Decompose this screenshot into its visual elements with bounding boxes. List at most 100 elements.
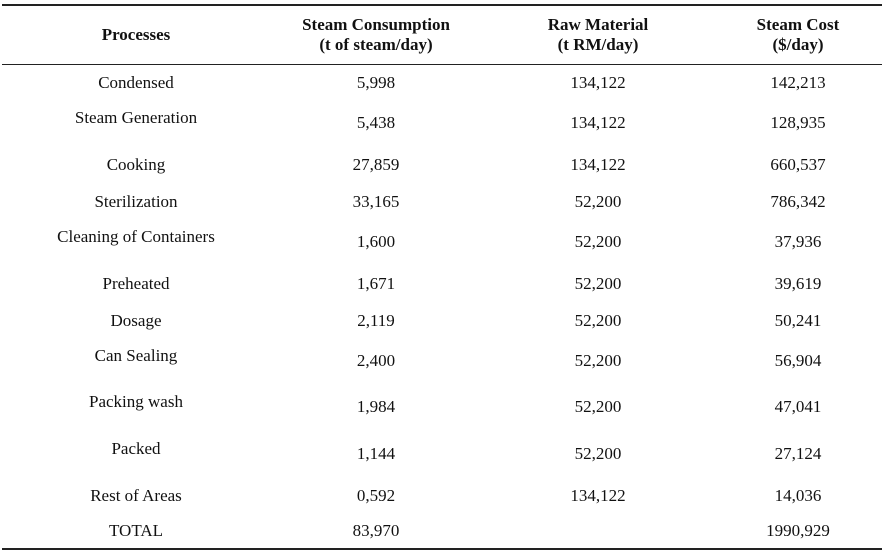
process-name: Can Sealing	[94, 346, 178, 365]
cell-cost: 128,935	[714, 101, 882, 146]
cell-steam: 2,400	[270, 339, 482, 384]
raw-value: 134,122	[570, 72, 626, 92]
cell-steam: 1,600	[270, 220, 482, 265]
cell-process: Steam Generation	[2, 101, 270, 146]
table-row: Packed 1,144 52,200 27,124	[2, 431, 882, 477]
raw-value: 52,200	[574, 310, 622, 330]
process-name: Steam Generation	[74, 108, 198, 127]
cell-process: Rest of Areas	[2, 477, 270, 515]
steam-value: 1,984	[356, 397, 396, 416]
cost-value: 50,241	[774, 310, 822, 330]
raw-value: 52,200	[574, 232, 622, 251]
cell-process: Preheated	[2, 265, 270, 303]
raw-value: 134,122	[570, 485, 626, 505]
header-processes: Processes	[2, 4, 270, 65]
cell-raw: 134,122	[482, 477, 714, 515]
header-steam-consumption-unit: (t of steam/day)	[319, 35, 433, 54]
cell-steam: 33,165	[270, 184, 482, 220]
cell-raw: 52,200	[482, 184, 714, 220]
steam-cost-table: Processes Steam Consumption (t of steam/…	[2, 4, 882, 550]
cost-value: 660,537	[770, 154, 826, 174]
steam-value: 1,600	[356, 232, 396, 251]
cost-value: 56,904	[774, 351, 822, 370]
cell-process: Cooking	[2, 146, 270, 184]
cell-cost: 660,537	[714, 146, 882, 184]
table-row: Rest of Areas 0,592 134,122 14,036	[2, 477, 882, 515]
cell-cost: 142,213	[714, 65, 882, 101]
cell-raw	[482, 514, 714, 550]
table-row: Sterilization 33,165 52,200 786,342	[2, 184, 882, 220]
cell-process: Dosage	[2, 303, 270, 339]
cell-raw: 52,200	[482, 303, 714, 339]
process-name: Cooking	[106, 154, 166, 174]
cell-steam: 2,119	[270, 303, 482, 339]
raw-value: 134,122	[570, 113, 626, 132]
steam-value: 27,859	[352, 154, 400, 174]
cell-cost: 39,619	[714, 265, 882, 303]
cell-cost: 37,936	[714, 220, 882, 265]
raw-value: 52,200	[574, 443, 622, 463]
header-raw-material: Raw Material (t RM/day)	[482, 4, 714, 65]
process-name: Condensed	[98, 72, 174, 92]
steam-value: 2,119	[357, 310, 395, 330]
table-row-total: TOTAL 83,970 1990,929	[2, 514, 882, 550]
header-processes-label: Processes	[101, 25, 171, 44]
cell-raw: 52,200	[482, 265, 714, 303]
cost-value: 142,213	[770, 72, 826, 92]
cell-raw: 52,200	[482, 384, 714, 431]
total-cost-value: 1990,929	[766, 521, 830, 540]
cell-process: Cleaning of Containers	[2, 220, 270, 265]
steam-value: 5,998	[356, 72, 396, 92]
raw-value: 52,200	[574, 273, 622, 293]
cell-raw: 134,122	[482, 101, 714, 146]
cell-steam: 5,998	[270, 65, 482, 101]
cell-process: Can Sealing	[2, 339, 270, 384]
steam-value: 2,400	[356, 351, 396, 370]
header-raw-material-label: Raw Material	[547, 15, 649, 34]
steam-value: 5,438	[356, 113, 396, 132]
cost-value: 14,036	[774, 485, 822, 505]
process-name: Packing wash	[89, 392, 183, 411]
header-raw-material-unit: (t RM/day)	[557, 35, 639, 54]
cell-process: Packing wash	[2, 384, 270, 431]
header-steam-consumption-label: Steam Consumption	[302, 15, 450, 34]
raw-value: 52,200	[574, 191, 622, 211]
header-steam-cost-unit: ($/day)	[772, 35, 824, 54]
cell-process: Sterilization	[2, 184, 270, 220]
total-label: TOTAL	[108, 521, 164, 540]
steam-value: 0,592	[356, 485, 396, 505]
process-name: Packed	[111, 438, 161, 458]
process-name: Sterilization	[94, 191, 178, 211]
header-steam-cost-label: Steam Cost	[756, 15, 840, 34]
cost-value: 39,619	[774, 273, 822, 293]
raw-value: 52,200	[574, 351, 622, 370]
table-row: Cleaning of Containers 1,600 52,200 37,9…	[2, 220, 882, 265]
cell-cost: 47,041	[714, 384, 882, 431]
table-row: Dosage 2,119 52,200 50,241	[2, 303, 882, 339]
cell-process: Condensed	[2, 65, 270, 101]
cell-process: Packed	[2, 431, 270, 477]
table-row: Condensed 5,998 134,122 142,213	[2, 65, 882, 101]
total-steam-value: 83,970	[352, 521, 400, 540]
table-row: Steam Generation 5,438 134,122 128,935	[2, 101, 882, 146]
cell-steam: 83,970	[270, 514, 482, 550]
cell-cost: 50,241	[714, 303, 882, 339]
steam-value: 1,144	[356, 443, 396, 463]
steam-value: 33,165	[352, 191, 400, 211]
cell-raw: 52,200	[482, 431, 714, 477]
cell-raw: 52,200	[482, 220, 714, 265]
header-steam-cost: Steam Cost ($/day)	[714, 4, 882, 65]
table-row: Preheated 1,671 52,200 39,619	[2, 265, 882, 303]
cell-raw: 52,200	[482, 339, 714, 384]
cost-value: 37,936	[774, 232, 822, 251]
table-row: Can Sealing 2,400 52,200 56,904	[2, 339, 882, 384]
table-body: Condensed 5,998 134,122 142,213 Steam Ge…	[2, 65, 882, 550]
cell-cost: 786,342	[714, 184, 882, 220]
cell-cost: 1990,929	[714, 514, 882, 550]
process-name: Preheated	[102, 273, 170, 293]
cell-raw: 134,122	[482, 146, 714, 184]
cell-steam: 1,984	[270, 384, 482, 431]
cell-steam: 5,438	[270, 101, 482, 146]
steam-cost-table-container: Processes Steam Consumption (t of steam/…	[2, 4, 882, 552]
process-name: Rest of Areas	[90, 485, 182, 505]
